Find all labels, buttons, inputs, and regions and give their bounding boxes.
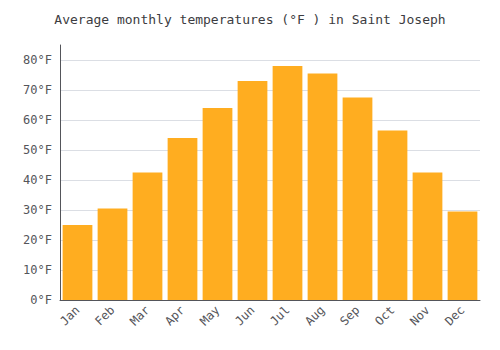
svg-text:Mar: Mar [127, 303, 152, 328]
svg-text:70°F: 70°F [23, 83, 52, 97]
svg-text:Average monthly temperatures (: Average monthly temperatures (°F ) in Sa… [54, 12, 445, 27]
svg-text:40°F: 40°F [23, 173, 52, 187]
svg-text:Apr: Apr [162, 303, 187, 328]
svg-text:Aug: Aug [302, 303, 327, 328]
svg-text:Jul: Jul [267, 303, 292, 328]
svg-text:Nov: Nov [407, 303, 432, 328]
svg-text:10°F: 10°F [23, 263, 52, 277]
svg-text:Sep: Sep [337, 303, 362, 328]
svg-text:20°F: 20°F [23, 233, 52, 247]
svg-text:Oct: Oct [372, 303, 397, 328]
svg-text:80°F: 80°F [23, 53, 52, 67]
svg-text:Jan: Jan [57, 303, 82, 328]
svg-text:Feb: Feb [92, 303, 117, 328]
svg-text:Jun: Jun [232, 303, 257, 328]
svg-text:60°F: 60°F [23, 113, 52, 127]
svg-text:50°F: 50°F [23, 143, 52, 157]
svg-text:Dec: Dec [442, 303, 467, 328]
svg-text:0°F: 0°F [30, 293, 52, 307]
svg-text:30°F: 30°F [23, 203, 52, 217]
svg-text:May: May [197, 303, 222, 328]
